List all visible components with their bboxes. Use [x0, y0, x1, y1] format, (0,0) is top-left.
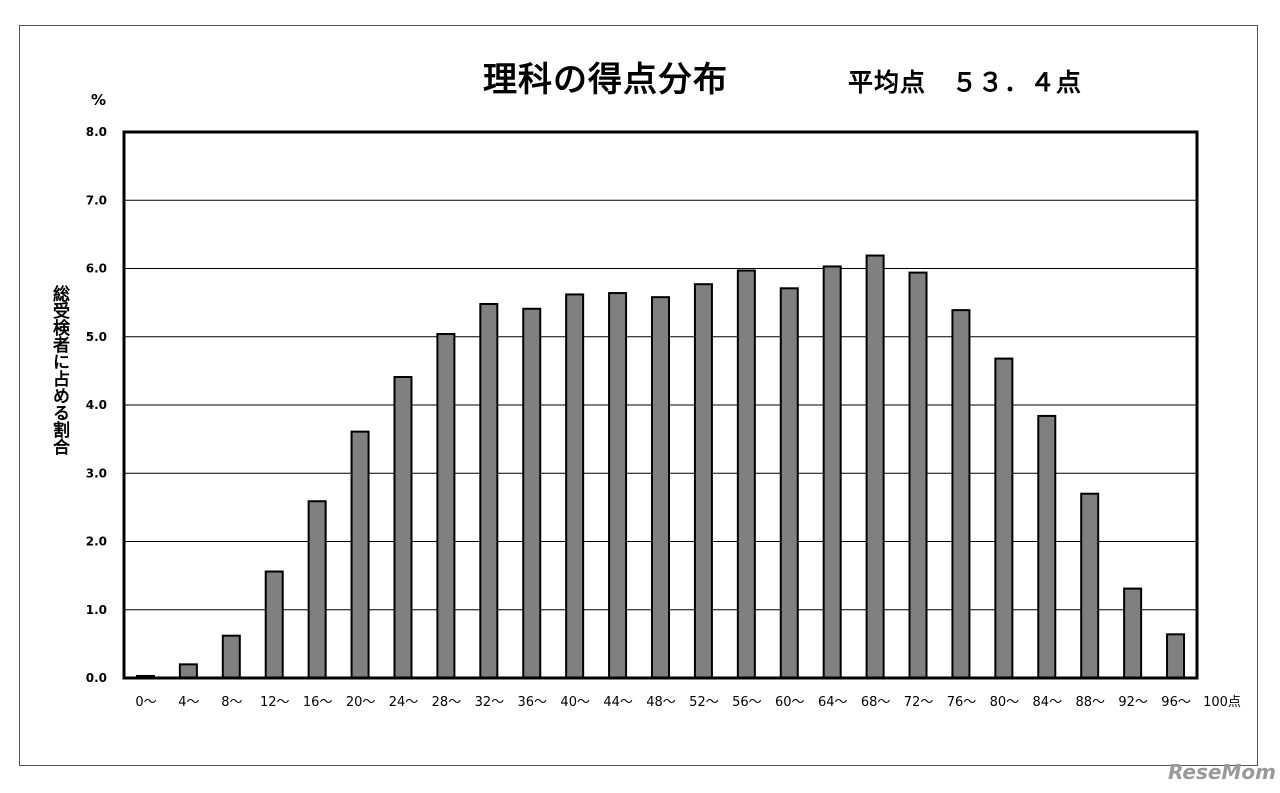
x-tick-label: 0〜	[135, 695, 156, 710]
bar-7	[436, 333, 456, 679]
x-tick-label: 48〜	[646, 695, 676, 710]
bar-16	[822, 265, 842, 679]
x-tick-label: 64〜	[818, 695, 848, 710]
y-ticks: 0.0 1.0 2.0 3.0 4.0 5.0 6.0 7.0 8.0	[86, 125, 107, 685]
bar-21	[1037, 414, 1057, 679]
bar-13	[693, 283, 713, 679]
y-tick-label: 7.0	[86, 193, 107, 207]
y-tick-label: 6.0	[86, 262, 107, 276]
bar-12	[651, 296, 670, 679]
x-tick-label: 44〜	[603, 695, 633, 710]
bar-8	[479, 302, 499, 679]
average-score: 平均点 ５３．４点	[848, 68, 1083, 97]
bar-17	[865, 254, 885, 679]
bar-1	[178, 663, 198, 679]
y-tick-label: 3.0	[86, 466, 107, 480]
bar-23	[1123, 587, 1143, 680]
chart-frame	[19, 25, 1258, 766]
x-tick-label: 52〜	[689, 695, 719, 710]
bar-19	[951, 309, 971, 679]
bar-5	[350, 430, 370, 679]
y-unit-label: %	[91, 91, 107, 109]
plot-area	[122, 130, 1199, 680]
x-tick-label: 96〜	[1161, 695, 1191, 710]
x-tick-label: 76〜	[947, 695, 977, 710]
watermark-logo: ReseMom	[1168, 760, 1276, 784]
bar-9	[522, 307, 542, 679]
y-tick-label: 4.0	[86, 398, 107, 412]
x-tick-label: 88〜	[1075, 695, 1105, 710]
bar-2	[221, 634, 241, 679]
x-tick-label: 28〜	[432, 695, 462, 710]
y-tick-label: 1.0	[86, 603, 107, 617]
bar-15	[779, 287, 799, 679]
x-tick-label: 40〜	[560, 695, 590, 710]
bar-10	[565, 293, 585, 679]
x-tick-label: 80〜	[990, 695, 1020, 710]
x-tick-label: 12〜	[260, 695, 290, 710]
bar-11	[608, 292, 628, 679]
x-tick-label: 60〜	[775, 695, 805, 710]
bar-14	[736, 269, 756, 679]
chart-title: 理科の得点分布	[483, 60, 728, 100]
bar-20	[994, 357, 1014, 679]
x-tick-label: 32〜	[475, 695, 505, 710]
x-tick-label: 84〜	[1033, 695, 1063, 710]
x-tick-label: 92〜	[1118, 695, 1148, 710]
y-tick-label: 8.0	[86, 125, 107, 139]
x-tick-label: 20〜	[346, 695, 376, 710]
x-tick-label: 8〜	[221, 695, 242, 710]
x-unit-label: 100点	[1203, 695, 1241, 710]
x-tick-label: 4〜	[178, 695, 199, 710]
bar-3	[264, 570, 284, 680]
y-tick-label: 5.0	[86, 330, 107, 344]
bar-4	[307, 500, 327, 680]
bar-24	[1166, 633, 1186, 680]
bars	[135, 254, 1186, 680]
x-ticks: 0〜 4〜 8〜 12〜 16〜 20〜 24〜 28〜 32〜 36〜 40〜 44〜 48〜 52〜 5…	[135, 695, 1190, 710]
bar-18	[908, 271, 928, 679]
x-tick-label: 24〜	[389, 695, 419, 710]
x-tick-label: 72〜	[904, 695, 934, 710]
x-tick-label: 16〜	[303, 695, 333, 710]
y-axis-label: 総受検者に占める割合	[49, 285, 69, 455]
y-tick-label: 0.0	[86, 671, 107, 685]
bar-6	[393, 376, 413, 679]
bar-22	[1080, 492, 1100, 679]
x-tick-label: 36〜	[518, 695, 548, 710]
x-tick-label: 68〜	[861, 695, 891, 710]
x-tick-label: 56〜	[732, 695, 762, 710]
y-tick-label: 2.0	[86, 535, 107, 549]
